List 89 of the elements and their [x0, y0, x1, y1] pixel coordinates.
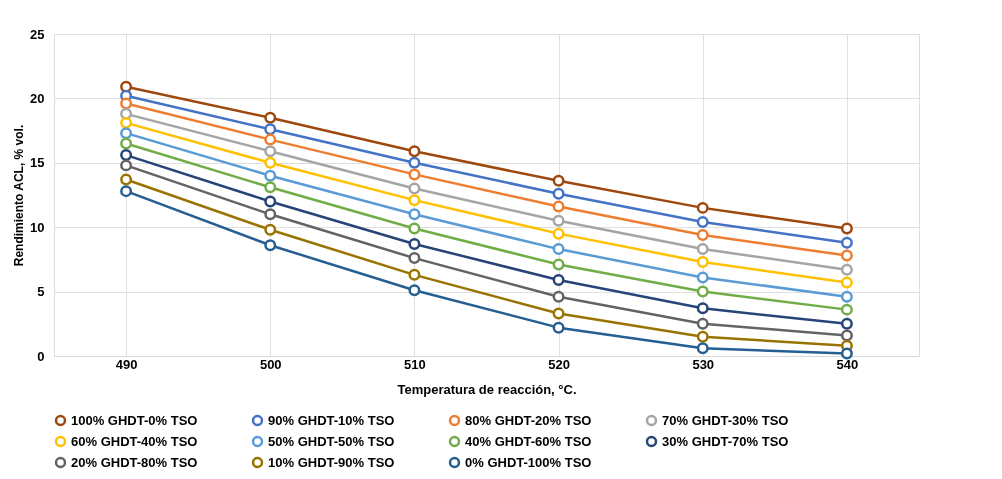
point: [264, 239, 277, 252]
point: [840, 303, 853, 316]
point: [552, 227, 565, 240]
point: [552, 321, 565, 334]
legend-label: 60% GHDT-40% TSO: [71, 433, 198, 449]
x-tick-label: 510: [404, 356, 426, 372]
point: [120, 116, 133, 129]
y-axis-title: Rendimiento ACL, % vol.: [12, 124, 27, 267]
point: [696, 302, 709, 315]
x-tick-label: 520: [548, 356, 570, 372]
point: [840, 290, 853, 303]
point: [264, 133, 277, 146]
point: [408, 222, 421, 235]
legend-label: 40% GHDT-60% TSO: [465, 433, 592, 449]
legend-label: 20% GHDT-80% TSO: [71, 454, 198, 470]
legend-label: 90% GHDT-10% TSO: [268, 412, 395, 428]
point: [840, 222, 853, 235]
y-tick-label: 5: [37, 284, 45, 300]
point: [840, 276, 853, 289]
point: [264, 111, 277, 124]
legend-label: 0% GHDT-100% TSO: [465, 454, 592, 470]
point: [696, 317, 709, 330]
point: [552, 290, 565, 303]
y-tick-label: 20: [30, 90, 45, 106]
point: [840, 347, 853, 360]
point: [408, 168, 421, 181]
point: [696, 342, 709, 355]
point: [840, 236, 853, 249]
y-tick-label: 25: [30, 26, 45, 42]
point: [120, 185, 133, 198]
point: [408, 156, 421, 169]
point: [696, 243, 709, 256]
point: [120, 80, 133, 93]
point: [408, 284, 421, 297]
point: [696, 216, 709, 229]
legend-label: 70% GHDT-30% TSO: [662, 412, 789, 428]
point: [696, 271, 709, 284]
x-tick-label: 490: [115, 356, 138, 372]
point: [696, 285, 709, 298]
point: [264, 156, 277, 169]
legend-label: 100% GHDT-0% TSO: [71, 412, 198, 428]
point: [408, 194, 421, 207]
point: [840, 263, 853, 276]
point: [264, 169, 277, 182]
point: [696, 228, 709, 241]
point: [264, 145, 277, 158]
point: [264, 223, 277, 236]
point: [696, 330, 709, 343]
x-axis-title: Temperatura de reacción, °C.: [397, 381, 577, 397]
point: [264, 208, 277, 221]
x-tick-label: 500: [259, 356, 282, 372]
point: [120, 173, 133, 186]
point: [840, 249, 853, 262]
point: [696, 255, 709, 268]
point: [120, 97, 133, 110]
point: [120, 137, 133, 150]
point: [120, 159, 133, 172]
point: [840, 317, 853, 330]
legend-label: 50% GHDT-50% TSO: [268, 433, 395, 449]
point: [552, 174, 565, 187]
x-tick-label: 540: [836, 356, 859, 372]
point: [552, 187, 565, 200]
y-tick-label: 0: [37, 348, 45, 364]
point: [264, 195, 277, 208]
point: [408, 208, 421, 221]
y-tick-label: 15: [30, 155, 45, 171]
point: [408, 145, 421, 158]
legend-label: 30% GHDT-70% TSO: [662, 433, 789, 449]
point: [552, 243, 565, 256]
point: [120, 149, 133, 162]
point: [552, 214, 565, 227]
point: [264, 181, 277, 194]
point: [552, 274, 565, 286]
y-tick-label: 10: [30, 219, 45, 235]
point: [696, 201, 709, 214]
point: [408, 252, 421, 265]
point: [552, 307, 565, 320]
legend-label: 10% GHDT-90% TSO: [268, 454, 395, 470]
x-tick-label: 530: [692, 356, 715, 372]
point: [120, 127, 133, 140]
point: [408, 237, 421, 250]
point: [552, 200, 565, 213]
legend-label: 80% GHDT-20% TSO: [465, 412, 592, 428]
point: [552, 258, 565, 271]
point: [408, 182, 421, 195]
point: [264, 123, 277, 136]
point: [120, 107, 133, 120]
point: [840, 329, 853, 342]
point: [408, 268, 421, 281]
